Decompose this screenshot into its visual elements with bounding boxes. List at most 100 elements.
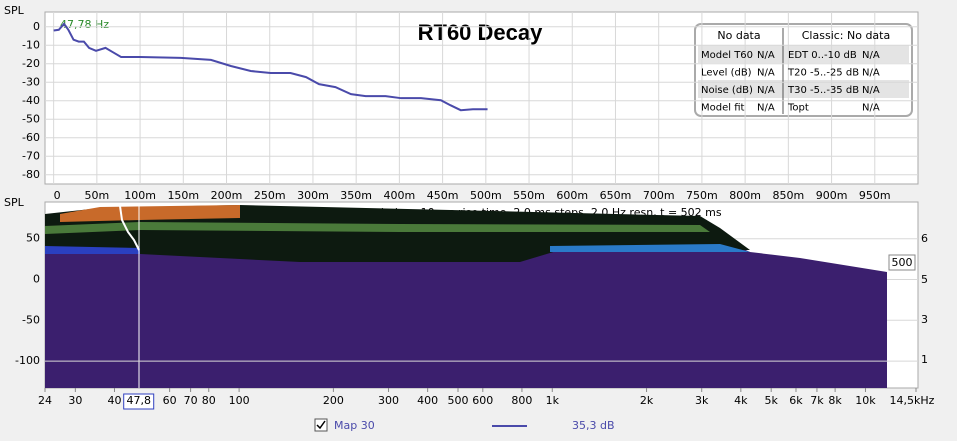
- table-cell: Level (dB): [701, 68, 752, 79]
- x-tick-label: 50m: [85, 189, 110, 202]
- y-axis-label: SPL: [4, 196, 25, 209]
- time-label: 500: [892, 256, 913, 269]
- table-cell: N/A: [757, 50, 775, 61]
- y-tick-label: -60: [22, 131, 40, 144]
- x-tick-label: 750m: [686, 189, 718, 202]
- x-tick-label: 950m: [859, 189, 891, 202]
- x-tick-label: 200: [323, 394, 344, 407]
- table-cell: Topt: [787, 103, 809, 114]
- x-tick-label: 300m: [297, 189, 329, 202]
- y-tick-label: -50: [22, 313, 40, 326]
- cursor-trace: [119, 205, 140, 251]
- y-tick-label: 50: [26, 232, 40, 245]
- x-tick-label: 4k: [734, 394, 748, 407]
- y-tick-label: -50: [22, 112, 40, 125]
- y2-tick-label: 1: [921, 353, 928, 366]
- table-header: No data: [717, 29, 760, 42]
- x-tick-label: 80: [202, 394, 216, 407]
- decay-line: [53, 22, 488, 112]
- spectrogram-blue-band: [45, 246, 140, 254]
- y-axis-label: SPL: [4, 4, 25, 17]
- x-tick-label: 400m: [384, 189, 416, 202]
- table-cell: N/A: [757, 103, 775, 114]
- row-shade: [698, 45, 909, 63]
- x-tick-label: 30: [68, 394, 82, 407]
- spectrogram-green-band: [45, 222, 710, 234]
- x-tick-label: 800m: [729, 189, 761, 202]
- x-tick-label: 8k: [828, 394, 842, 407]
- x-tick-label: 3k: [695, 394, 709, 407]
- x-tick-label: 550m: [513, 189, 545, 202]
- y2-tick-label: 3: [921, 313, 928, 326]
- table-cell: Model T60: [701, 50, 753, 61]
- x-tick-label: 600: [472, 394, 493, 407]
- checkmark: [316, 420, 326, 430]
- x-tick-label: 200m: [211, 189, 243, 202]
- x-tick-label: 600m: [556, 189, 588, 202]
- checkbox[interactable]: [314, 418, 328, 432]
- y-tick-label: -10: [22, 38, 40, 51]
- x-tick-label: 250m: [254, 189, 286, 202]
- x-tick-label: 500: [448, 394, 469, 407]
- table-cell: N/A: [757, 85, 775, 96]
- x-tick-label: 500m: [470, 189, 502, 202]
- x-tick-label: 0: [54, 189, 61, 202]
- table-cell: T30 -5..-35 dB: [787, 85, 859, 96]
- x-tick-label: 900m: [816, 189, 848, 202]
- x-tick-label: 40: [107, 394, 121, 407]
- chart-title: RT60 Decay: [418, 20, 544, 45]
- y2-tick-label: 5: [921, 273, 928, 286]
- spectrogram-floor: [45, 232, 887, 388]
- x-tick-label: 5k: [764, 394, 778, 407]
- cursor-box: [123, 393, 155, 410]
- table-cell: N/A: [862, 103, 880, 114]
- x-tick-label: 1k: [546, 394, 560, 407]
- x-tick-label: 450m: [427, 189, 459, 202]
- x-tick-label: 800: [511, 394, 532, 407]
- table-cell: N/A: [862, 68, 880, 79]
- table-cell: N/A: [862, 50, 880, 61]
- x-tick-label: 150m: [167, 189, 199, 202]
- x-tick-label: 10k: [855, 394, 876, 407]
- time-box: [888, 254, 916, 271]
- x-tick-label: 70: [184, 394, 198, 407]
- table-cell: T20 -5..-25 dB: [787, 68, 859, 79]
- table-header: Classic: No data: [802, 29, 890, 42]
- x-tick-label: 14,5kHz: [890, 394, 935, 407]
- y-tick-label: 0: [33, 273, 40, 286]
- cursor-label: 47,8: [126, 394, 151, 407]
- row-shade: [698, 80, 909, 98]
- x-tick-label: 300: [378, 394, 399, 407]
- table-cell: N/A: [757, 68, 775, 79]
- x-tick-label: 400: [417, 394, 438, 407]
- legend-label[interactable]: Map 30: [334, 419, 375, 432]
- table-cell: N/A: [862, 85, 880, 96]
- x-tick-label: 100: [229, 394, 250, 407]
- spectrogram-hot-band: [60, 205, 240, 222]
- x-tick-label: 850m: [772, 189, 804, 202]
- info-table: [694, 23, 913, 117]
- table-cell: EDT 0..-10 dB: [788, 50, 857, 61]
- x-tick-label: 7k: [810, 394, 824, 407]
- y-tick-label: -30: [22, 75, 40, 88]
- y-tick-label: -20: [22, 57, 40, 70]
- x-tick-label: 350m: [340, 189, 372, 202]
- x-tick-label: 650m: [600, 189, 632, 202]
- legend-label: 35,3 dB: [572, 419, 615, 432]
- y-tick-label: -40: [22, 94, 40, 107]
- x-tick-label: 700m: [643, 189, 675, 202]
- legend[interactable]: Map 30: [314, 418, 375, 432]
- x-tick-label: 2k: [640, 394, 654, 407]
- table-cell: Noise (dB): [701, 85, 753, 96]
- x-tick-label: 6k: [789, 394, 803, 407]
- y-tick-label: -70: [22, 149, 40, 162]
- x-tick-label: 60: [163, 394, 177, 407]
- y-tick-label: 0: [33, 20, 40, 33]
- y-tick-label: -80: [22, 168, 40, 181]
- table-cell: Model fit: [701, 103, 745, 114]
- spectrogram-image: [45, 205, 887, 388]
- x-tick-label: 100m: [124, 189, 156, 202]
- x-tick-label: 24: [38, 394, 52, 407]
- y2-tick-label: 6: [921, 232, 928, 245]
